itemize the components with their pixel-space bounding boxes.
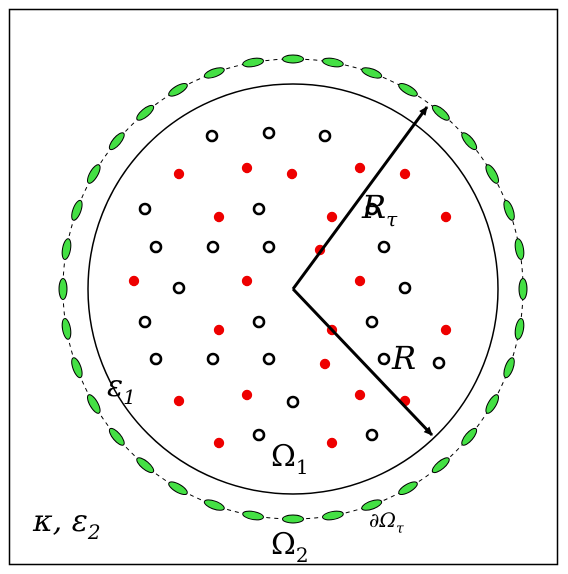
- red-dot-particle: [354, 275, 366, 287]
- red-dot-particle: [354, 162, 366, 174]
- red-dot-particle: [286, 168, 298, 180]
- red-dot-particle: [241, 389, 253, 401]
- boundary-ellipse: [136, 104, 155, 121]
- boundary-ellipse: [518, 278, 528, 300]
- open-circle-particle: [172, 281, 186, 295]
- red-dot-particle: [213, 437, 225, 449]
- label-kappa-epsilon-2: κ, ε2: [32, 504, 101, 544]
- open-circle-particle: [365, 428, 379, 442]
- label-epsilon-1: ε1: [107, 369, 136, 409]
- boundary-ellipse: [322, 57, 344, 68]
- open-circle-particle: [286, 395, 300, 409]
- boundary-ellipse: [485, 164, 499, 184]
- open-circle-particle: [138, 202, 152, 216]
- boundary-ellipse: [71, 357, 83, 379]
- red-dot-particle: [440, 211, 452, 223]
- boundary-ellipse: [282, 514, 304, 524]
- open-circle-particle: [252, 428, 266, 442]
- label-boundary: ∂Ωτ: [369, 508, 404, 537]
- open-circle-particle: [432, 356, 446, 370]
- red-dot-particle: [241, 162, 253, 174]
- boundary-ellipse: [61, 318, 72, 340]
- open-circle-particles: [138, 126, 446, 442]
- red-dot-particle: [173, 168, 185, 180]
- open-circle-particle: [262, 240, 276, 254]
- boundary-ellipse: [282, 54, 304, 64]
- boundary-ellipse: [87, 164, 101, 184]
- open-circle-particle: [365, 202, 379, 216]
- open-circle-particle: [252, 202, 266, 216]
- open-circle-particle: [206, 352, 220, 366]
- red-dot-particle: [326, 437, 338, 449]
- open-circle-particle: [149, 352, 163, 366]
- open-circle-particle: [318, 129, 332, 143]
- boundary-ellipse: [71, 199, 83, 221]
- red-dot-particle: [241, 275, 253, 287]
- open-circle-particle: [149, 240, 163, 254]
- label-r-tau: Rτ: [361, 188, 398, 231]
- red-dot-particle: [173, 395, 185, 407]
- boundary-ellipse: [398, 481, 418, 495]
- label-omega-2: Ω2: [271, 527, 309, 567]
- boundary-ellipses: [58, 54, 528, 524]
- boundary-ellipse: [485, 394, 499, 414]
- boundary-ellipse: [61, 238, 72, 260]
- red-dot-particle: [440, 324, 452, 336]
- boundary-ellipse: [168, 481, 188, 495]
- label-r: R: [391, 339, 416, 377]
- open-circle-particle: [206, 240, 220, 254]
- red-dot-particle: [213, 211, 225, 223]
- open-circle-particle: [205, 129, 219, 143]
- boundary-ellipse: [136, 457, 155, 474]
- boundary-ellipse: [242, 57, 264, 68]
- open-circle-particle: [138, 315, 152, 329]
- boundary-ellipse: [431, 457, 450, 474]
- red-dot-particle: [399, 168, 411, 180]
- red-dot-particle: [128, 275, 140, 287]
- label-omega-1: Ω1: [271, 439, 309, 479]
- boundary-ellipse: [503, 199, 515, 221]
- boundary-ellipse: [58, 278, 68, 300]
- boundary-ellipse: [461, 132, 478, 151]
- boundary-ellipse: [361, 67, 383, 79]
- open-circle-particle: [252, 315, 266, 329]
- radius-r-arrow: [291, 287, 434, 437]
- boundary-ellipse: [108, 132, 125, 151]
- diagram-border: [8, 8, 559, 566]
- boundary-ellipse: [514, 238, 525, 260]
- boundary-ellipse: [361, 499, 383, 511]
- boundary-ellipse: [503, 357, 515, 379]
- open-circle-particle: [377, 240, 391, 254]
- open-circle-particle: [262, 352, 276, 366]
- red-dot-particle: [354, 389, 366, 401]
- red-dot-particle: [319, 358, 331, 370]
- open-circle-particle: [365, 315, 379, 329]
- boundary-ellipse: [203, 499, 225, 511]
- boundary-ellipse: [203, 67, 225, 79]
- boundary-ellipse: [168, 83, 188, 97]
- boundary-ellipse: [514, 318, 525, 340]
- inner-domain-boundary: [87, 83, 499, 495]
- radius-r-tau-arrow: [291, 106, 429, 290]
- open-circle-particle: [262, 126, 276, 140]
- boundary-ellipse: [398, 83, 418, 97]
- boundary-ellipse: [242, 510, 264, 521]
- boundary-ellipse: [87, 394, 101, 414]
- boundary-ellipse: [431, 104, 450, 121]
- boundary-ellipse: [461, 427, 478, 446]
- red-dot-particle: [213, 324, 225, 336]
- open-circle-particle: [398, 281, 412, 295]
- red-dot-particle: [326, 211, 338, 223]
- boundary-ellipse: [108, 427, 125, 446]
- boundary-ellipse: [322, 510, 344, 521]
- open-circle-particle: [377, 352, 391, 366]
